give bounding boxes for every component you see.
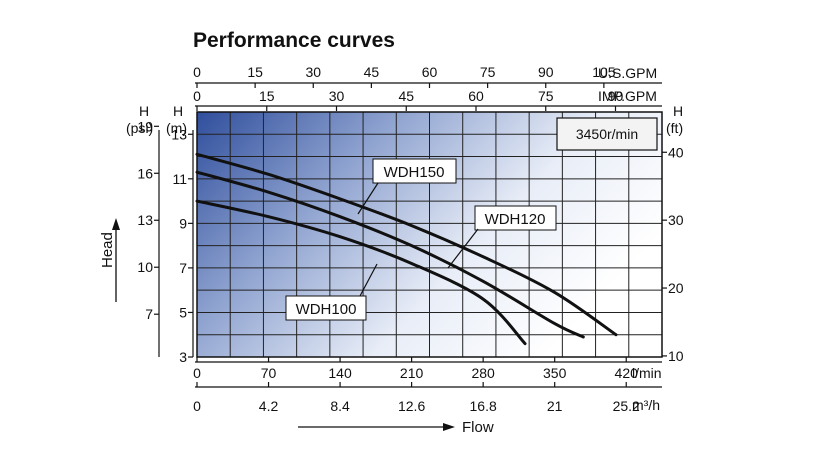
axis-usgpm-tick-label: 30 [305, 64, 321, 80]
axis-m3h-tick-label: 25.2 [613, 398, 640, 414]
axis-m-tick-label: 11 [172, 171, 187, 187]
axis-m-tick-label: 5 [179, 304, 187, 320]
axis-usgpm-tick-label: 60 [422, 64, 438, 80]
axis-m-tick-label: 3 [179, 349, 187, 365]
speed-label: 3450r/min [576, 126, 638, 142]
grid-lines [197, 112, 662, 357]
axis-ft-tick-label: 30 [668, 212, 684, 228]
axis-m3h-tick-label: 4.2 [259, 398, 279, 414]
axis-impgpm-tick-label: 60 [468, 88, 484, 104]
axis-usgpm-tick-label: 15 [247, 64, 263, 80]
curve-wdh120 [195, 170, 585, 339]
axis-m3h-tick-label: 8.4 [330, 398, 350, 414]
wdh120-leader [447, 228, 479, 269]
chart-title: Performance curves [193, 29, 395, 52]
wdh150-label-box [372, 158, 457, 184]
axis-psi-tick-label: 10 [137, 259, 153, 275]
axis-ft-tick-label: 40 [668, 144, 684, 160]
axis-usgpm-tick-label: 105 [592, 64, 616, 80]
axis-lmin-tick-label: 140 [328, 365, 352, 381]
impgpm-axis: 0 15 30 45 60 75 90 [193, 88, 623, 111]
psi-axis: 19 16 13 10 7 [137, 118, 159, 322]
usgpm-axis: 0 15 30 45 60 75 90 105 [193, 64, 616, 88]
axis-impgpm-tick-label: 75 [538, 88, 554, 104]
plot-frame [196, 111, 663, 358]
axis-psi-tick-label: 13 [137, 212, 153, 228]
usgpm-unit-label: U.S.GPM [598, 65, 657, 81]
wdh150-label: WDH150 [384, 164, 445, 181]
axis-impgpm-tick-label: 90 [608, 88, 624, 104]
ft-unit: (ft) [666, 120, 683, 136]
wdh100-label: WDH100 [296, 301, 357, 318]
axis-lmin-tick-label: 350 [543, 365, 567, 381]
axis-lmin-tick-label: 210 [400, 365, 424, 381]
lmin-axis: 0 70 140 210 280 350 420 [193, 357, 638, 381]
axis-psi-tick-label: 16 [137, 165, 153, 181]
speed-box [556, 117, 658, 151]
curves [195, 152, 618, 346]
curve-wdh100 [195, 199, 527, 346]
m-unit: (m) [166, 120, 187, 136]
ft-axis: 40 30 20 10 [662, 144, 684, 364]
wdh100-leader [359, 263, 378, 297]
flow-label: Flow [462, 419, 494, 436]
axis-m3h-tick-label: 21 [547, 398, 563, 414]
lmin-unit-label: l/min [632, 365, 662, 381]
axis-impgpm-tick-label: 45 [398, 88, 414, 104]
m-axis: 13 11 9 7 5 3 [171, 126, 193, 365]
curve-wdh150 [195, 152, 618, 337]
axis-ft-tick-label: 20 [668, 280, 684, 296]
axis-m3h-tick-label: 0 [193, 398, 201, 414]
axis-m3h-tick-label: 16.8 [470, 398, 497, 414]
head-arrow-head [112, 218, 120, 230]
axis-m-tick-label: 13 [171, 126, 187, 142]
m3h-unit-label: m³/h [632, 397, 660, 413]
m-symbol: H [173, 103, 183, 119]
wdh120-label-box [474, 205, 557, 231]
head-label: Head [99, 232, 116, 268]
axis-impgpm-tick-label: 0 [193, 88, 201, 104]
axis-usgpm-tick-label: 45 [364, 64, 380, 80]
axis-m-tick-label: 9 [179, 215, 187, 231]
axis-ft-tick-label: 10 [668, 348, 684, 364]
axis-lmin-tick-label: 70 [261, 365, 277, 381]
wdh150-leader [357, 182, 379, 215]
psi-symbol: H [139, 103, 149, 119]
ft-symbol: H [673, 103, 683, 119]
flow-arrow-head [443, 423, 455, 431]
axis-usgpm-tick-label: 75 [480, 64, 496, 80]
axis-usgpm-tick-label: 90 [538, 64, 554, 80]
axis-m3h-tick-label: 12.6 [398, 398, 425, 414]
axis-psi-tick-label: 19 [137, 118, 153, 134]
psi-unit: (psi) [126, 120, 153, 136]
m3h-axis: 0 4.2 8.4 12.6 16.8 21 25.2 [193, 382, 640, 414]
wdh120-label: WDH120 [485, 211, 546, 228]
axis-lmin-tick-label: 280 [471, 365, 495, 381]
axis-impgpm-tick-label: 15 [259, 88, 275, 104]
impgpm-unit-label: IMP.GPM [598, 88, 657, 104]
axis-lmin-tick-label: 420 [615, 365, 639, 381]
axis-lmin-tick-label: 0 [193, 365, 201, 381]
axis-m-tick-label: 7 [179, 260, 187, 276]
axis-psi-tick-label: 7 [145, 306, 153, 322]
axis-impgpm-tick-label: 30 [329, 88, 345, 104]
wdh100-label-box [285, 295, 367, 321]
axis-usgpm-tick-label: 0 [193, 64, 201, 80]
